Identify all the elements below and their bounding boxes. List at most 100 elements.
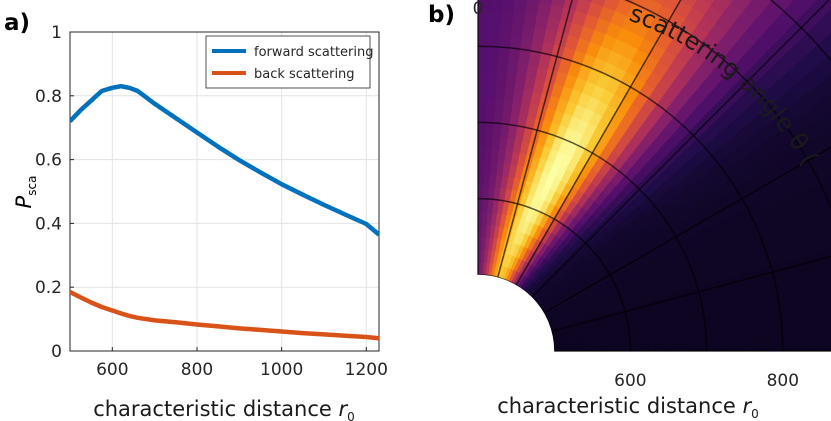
heatmap-cell [755, 340, 770, 352]
heatmap-cell [477, 110, 487, 124]
heatmap-cell [616, 345, 631, 352]
angle-gridline [496, 0, 573, 278]
heatmap-cell [666, 329, 681, 339]
heatmap-cell [667, 343, 681, 352]
heatmap-cell [768, 340, 783, 352]
heatmap-cell [803, 303, 819, 317]
heatmap-cell [813, 117, 831, 137]
heatmap-cell [654, 330, 668, 339]
heatmap-cell [816, 37, 831, 59]
panel-a-xlabel: characteristic distance r0 [93, 397, 355, 421]
heatmap-cell [805, 0, 818, 6]
xlabel-text: characteristic distance [93, 397, 338, 421]
heatmap-cell [629, 344, 644, 352]
heatmap-cell [500, 9, 515, 25]
heatmap-cell [805, 326, 820, 340]
heatmap-cell [489, 0, 503, 11]
heatmap-cell [692, 334, 707, 344]
heatmap-cell [718, 341, 732, 352]
heatmap-cell [755, 330, 770, 342]
heatmap-cell [487, 59, 499, 74]
heatmap-cell [477, 97, 488, 111]
heatmap-cell [477, 198, 484, 213]
heatmap-cell [591, 341, 606, 348]
heatmap-cell [477, 160, 485, 175]
heatmap-cell [825, 32, 831, 45]
heatmap-cell [551, 0, 566, 8]
heatmap-cell [604, 340, 618, 347]
heatmap-cell [747, 0, 753, 3]
heatmap-cell [818, 178, 831, 197]
heatmap-cell [477, 46, 489, 61]
heatmap-cell [728, 313, 743, 325]
heatmap-cell [717, 332, 732, 343]
xlabel-b-subscript: 0 [751, 407, 759, 421]
heatmap-cell [477, 135, 486, 149]
heatmap-cell [654, 337, 669, 346]
heatmap-cell [488, 21, 502, 36]
heatmap-cell [526, 0, 541, 3]
panel-a-ticks: 600 800 1000 1200 0 0.2 0.4 0.6 0.8 1 [35, 23, 388, 380]
legend-box [205, 35, 371, 89]
heatmap-cell [603, 0, 621, 12]
panel-b-label: b) [428, 2, 455, 28]
heatmap-cell [679, 328, 694, 338]
heatmap-cell [811, 276, 828, 293]
y-tick-label: 0.2 [35, 278, 62, 298]
heatmap-cell [487, 47, 500, 61]
xlabel-subscript: 0 [347, 410, 355, 421]
heatmap-cell [497, 47, 511, 62]
heatmap-cell [621, 0, 635, 5]
heatmap-cell [477, 148, 486, 162]
heatmap-cell [730, 332, 745, 343]
heatmap-cell [477, 21, 490, 36]
heatmap-cell [680, 343, 694, 352]
y-tick-label: 0.6 [35, 151, 62, 171]
panel-b-heatmap [477, 0, 831, 352]
heatmap-cell [826, 235, 831, 251]
heatmap-cell [497, 60, 509, 75]
heatmap-cell [754, 320, 769, 332]
heatmap-cell [824, 275, 831, 290]
heatmap-cell [501, 0, 516, 12]
heatmap-cell [512, 10, 526, 26]
x-tick-label: 1200 [345, 360, 388, 380]
heatmap-cell [641, 338, 656, 346]
panel-a-label: a) [4, 10, 30, 36]
heatmap-cell [815, 97, 831, 118]
panel-a-series [70, 83, 379, 341]
heatmap-cell [823, 112, 831, 129]
heatmap-cell [591, 0, 607, 7]
y-tick-label: 0 [51, 342, 62, 362]
heatmap-cell [510, 23, 525, 39]
heatmap-cell [818, 326, 831, 340]
heatmap-cell [484, 135, 494, 150]
heatmap-cell [715, 315, 731, 327]
panel-b-ticks: 600800100012000153045607590 [473, 0, 799, 391]
heatmap-cell [691, 326, 706, 337]
heatmap-cell [793, 327, 808, 341]
heatmap-cell [486, 97, 497, 112]
heatmap-cell [484, 148, 493, 162]
heatmap-cell [826, 288, 831, 303]
heatmap-cell [787, 0, 795, 4]
angle-gridline [531, 0, 831, 298]
heatmap-cell [629, 339, 643, 347]
polar-center-hole [478, 274, 555, 351]
heatmap-cell [632, 0, 650, 11]
heatmap-cell [804, 314, 820, 329]
heatmap-cell [716, 324, 731, 335]
panel-a-axes-box [69, 31, 380, 352]
heatmap-cell [486, 84, 497, 99]
y-tick-label: 0.8 [35, 87, 62, 107]
heatmap-cell [642, 344, 656, 352]
heatmap-cell [539, 0, 553, 5]
heatmap-cell [816, 77, 831, 99]
heatmap-cell [726, 0, 734, 4]
angle-gridline [515, 0, 682, 286]
y-tick-label: 1 [51, 23, 62, 43]
panel-a-ylabel: Psca [12, 176, 39, 209]
heatmap-cell [477, 185, 485, 200]
heatmap-cell [742, 321, 757, 333]
heatmap-cell [495, 85, 507, 100]
